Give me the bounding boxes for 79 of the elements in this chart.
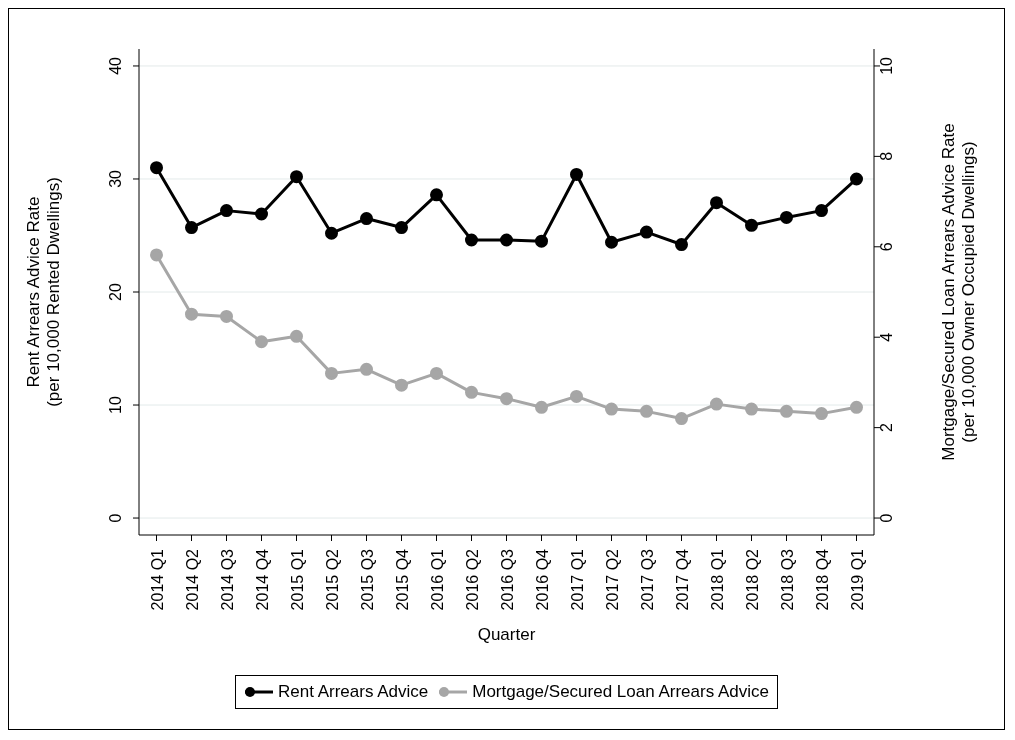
- x-tick-label: 2016 Q2: [463, 548, 481, 611]
- point: [570, 389, 583, 403]
- point: [360, 362, 373, 376]
- point: [675, 412, 688, 426]
- x-tick-label: 2019 Q1: [848, 548, 866, 611]
- point: [745, 402, 758, 416]
- point: [255, 335, 268, 349]
- y-tick-label: 40: [107, 56, 124, 75]
- point: [185, 221, 198, 235]
- x-tick-label: 2015 Q4: [393, 548, 411, 611]
- x-tick-label: 2018 Q3: [778, 548, 796, 611]
- point: [745, 218, 758, 232]
- x-tick-label: 2017 Q4: [673, 548, 691, 611]
- x-tick-label: 2014 Q1: [148, 548, 166, 611]
- point: [710, 397, 723, 411]
- y2-tick-label: 2: [878, 423, 895, 433]
- point: [535, 234, 548, 248]
- point: [430, 188, 443, 202]
- y2-tick-label: 4: [878, 332, 895, 342]
- x-tick-label: 2014 Q2: [183, 548, 201, 611]
- point: [780, 404, 793, 418]
- point: [325, 366, 338, 380]
- y-tick-label: 0: [107, 513, 124, 523]
- point: [500, 392, 513, 406]
- point: [605, 402, 618, 416]
- point: [535, 400, 548, 414]
- y-tick-label: 20: [107, 283, 124, 301]
- point: [395, 221, 408, 235]
- x-tick-label: 2015 Q3: [358, 548, 376, 611]
- point: [850, 400, 863, 414]
- x-tick-label: 2017 Q2: [603, 548, 621, 611]
- y-axis-title: Rent Arrears Advice Rate (per 10,000 Rented Dwellings): [24, 177, 63, 407]
- point: [220, 204, 233, 218]
- point: [675, 238, 688, 252]
- point: [150, 161, 163, 175]
- legend-label: Rent Arrears Advice: [278, 682, 429, 702]
- point: [290, 329, 303, 343]
- point: [815, 407, 828, 421]
- point: [570, 167, 583, 181]
- legend-label: Mortgage/Secured Loan Arrears Advice: [472, 682, 769, 702]
- x-tick-label: 2017 Q1: [568, 548, 586, 611]
- y2-tick-label: 6: [878, 242, 895, 252]
- x-tick-label: 2014 Q3: [218, 548, 236, 611]
- y2-tick-label: 10: [878, 56, 895, 75]
- x-axis-title: Quarter: [477, 625, 536, 644]
- point: [640, 404, 653, 418]
- point: [465, 385, 478, 399]
- point: [605, 235, 618, 249]
- point: [850, 172, 863, 186]
- y2-tick-label: 0: [878, 513, 895, 523]
- y-tick-label: 10: [107, 396, 124, 414]
- point: [220, 309, 233, 323]
- point: [465, 233, 478, 247]
- x-tick-label: 2015 Q2: [323, 548, 341, 611]
- point: [395, 378, 408, 392]
- point: [710, 196, 723, 210]
- point: [150, 248, 163, 262]
- x-tick-label: 2016 Q3: [498, 548, 516, 611]
- point: [780, 210, 793, 224]
- x-tick-label: 2015 Q1: [288, 548, 306, 611]
- x-tick-label: 2018 Q1: [708, 548, 726, 611]
- point: [185, 307, 198, 321]
- x-tick-label: 2017 Q3: [638, 548, 656, 611]
- y-tick-label: 30: [107, 169, 124, 188]
- point: [815, 204, 828, 218]
- x-tick-label: 2018 Q2: [743, 548, 761, 611]
- x-tick-label: 2018 Q4: [813, 548, 831, 611]
- x-tick-label: 2014 Q4: [253, 548, 271, 611]
- point: [430, 366, 443, 380]
- point: [290, 170, 303, 184]
- point: [255, 207, 268, 221]
- y2-axis-title: Mortgage/Secured Loan Arrears Advice Rate (per 10,000 Owner Occupied Dwellings): [939, 123, 978, 461]
- point: [500, 233, 513, 247]
- point: [325, 226, 338, 240]
- x-tick-label: 2016 Q1: [428, 548, 446, 611]
- point: [640, 225, 653, 239]
- y2-tick-label: 8: [878, 151, 895, 161]
- x-tick-label: 2016 Q4: [533, 548, 551, 611]
- point: [360, 212, 373, 226]
